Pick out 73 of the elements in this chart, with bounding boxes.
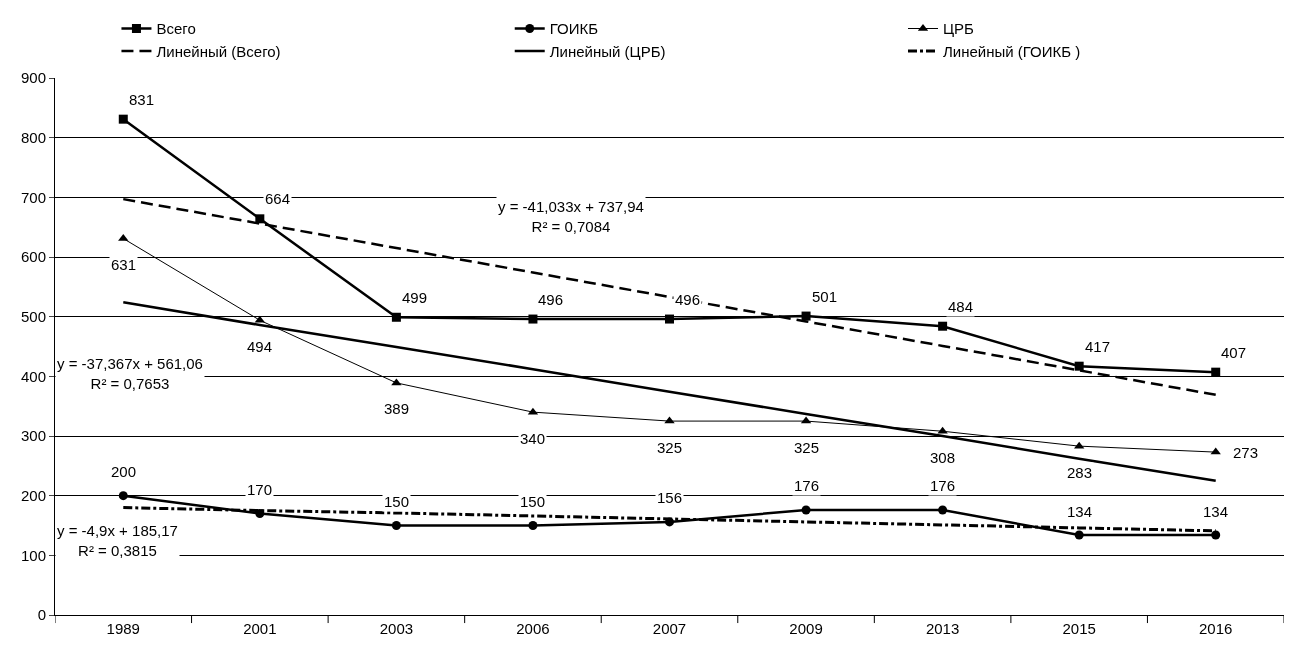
x-tick-label: 2001 [243,620,277,637]
y-tick-label: 800 [20,128,46,146]
annotation: y = -41,033x + 737,94 R² = 0,7084 [498,198,644,235]
x-tick-label: 1989 [106,620,140,637]
legend-label: ГОИКБ [549,20,599,38]
x-tick-label: 2013 [925,620,960,637]
y-tick-label: 200 [20,486,46,504]
data-label: 417 [1085,338,1111,355]
data-label: 170 [247,481,273,498]
legend-label: Линейный (Всего) [156,42,281,60]
y-tick-label: 700 [20,188,46,206]
data-label: 407 [1221,344,1247,361]
legend-label: Линейный (ГОИКБ ) [943,42,1081,60]
point [255,214,265,224]
legend-label: Всего [156,20,196,38]
point [1074,530,1084,540]
data-label: 156 [657,489,683,506]
legend-label: Линейный (ЦРБ) [549,42,666,60]
data-label: 496 [675,291,701,308]
data-label: 176 [794,477,820,494]
annotation: y = -37,367x + 561,06 R² = 0,7653 [57,355,203,392]
y-tick-label: 900 [20,69,46,87]
point [801,505,811,515]
data-label: 200 [111,463,137,480]
data-label: 499 [402,289,428,306]
data-label: 150 [520,493,546,510]
x-tick-label: 2003 [379,620,414,637]
legend-label: ЦРБ [943,20,975,38]
data-label: 631 [111,256,137,273]
point [665,314,674,324]
point [118,491,128,501]
annotation: y = -4,9x + 185,17 R² = 0,3815 [57,522,178,559]
point [391,378,402,386]
x-tick-label: 2006 [516,620,550,637]
data-label: 831 [129,91,155,108]
y-tick-label: 600 [20,248,46,266]
data-label: 389 [384,400,410,417]
point [391,521,401,530]
y-tick-label: 300 [20,427,46,445]
data-label: 134 [1067,503,1093,520]
y-tick-label: 100 [20,546,46,564]
y-tick-label: 400 [20,367,46,385]
data-label: 496 [538,291,564,308]
data-label: 134 [1203,503,1229,520]
point [664,416,675,424]
point [118,114,128,124]
data-label: 494 [247,338,273,355]
data-label: 308 [930,449,956,466]
data-label: 340 [520,430,546,447]
data-label: 501 [812,288,838,305]
point [528,521,538,530]
point [1211,530,1221,540]
data-label: 273 [1233,444,1259,461]
point [938,321,948,331]
point [1074,361,1084,371]
x-tick-label: 2007 [652,620,687,637]
data-label: 176 [930,477,956,494]
data-label: 664 [265,190,291,207]
data-label: 283 [1067,464,1093,481]
y-tick-label: 500 [20,307,46,325]
x-tick-label: 2009 [789,620,823,637]
point [938,505,948,515]
x-tick-label: 2016 [1199,620,1233,637]
data-label: 325 [657,439,683,456]
y-tick-label: 0 [37,606,46,624]
point [801,311,811,321]
data-label: 325 [794,439,820,456]
data-label: 150 [384,493,410,510]
point [1211,367,1221,377]
data-label: 484 [948,298,974,315]
point [528,314,538,324]
x-tick-label: 2015 [1062,620,1096,637]
point [391,312,401,322]
